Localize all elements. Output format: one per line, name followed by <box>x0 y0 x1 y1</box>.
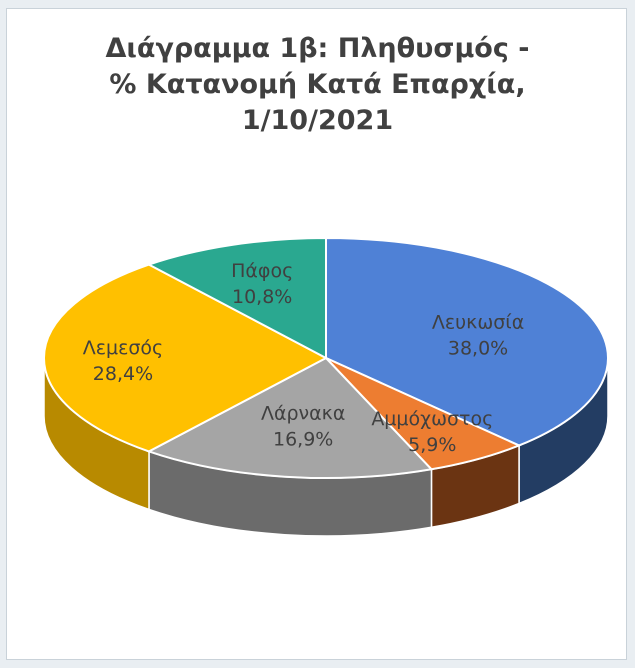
pie-labels: Λευκωσία 38,0% Αμμόχωστος 5,9% Λάρνακα 16,9% Λ… <box>83 260 525 456</box>
chart-title-line-3: 1/10/2021 <box>241 105 394 136</box>
slice-value-label-1: 5,9% <box>408 434 456 456</box>
slice-name-label-4: Πάφος <box>231 260 293 282</box>
slice-name-label-1: Αμμόχωστος <box>371 408 493 430</box>
slice-name-label-3: Λεμεσός <box>83 337 163 359</box>
slice-name-label-0: Λευκωσία <box>432 311 524 333</box>
slice-value-label-3: 28,4% <box>93 363 153 385</box>
chart-title-line-2: % Κατανομή Κατά Επαρχία, <box>109 69 526 100</box>
slice-name-label-2: Λάρνακα <box>261 402 345 424</box>
slice-value-label-4: 10,8% <box>232 286 292 308</box>
slice-value-label-0: 38,0% <box>448 337 508 359</box>
chart-title: Διάγραμμα 1β: Πληθυσμός - % Κατανομή Κατ… <box>7 31 628 139</box>
pie-slice-3[interactable] <box>42 263 329 453</box>
pie-slices <box>42 236 609 479</box>
pie-slice-4[interactable] <box>146 236 327 360</box>
pie-slice-2[interactable] <box>146 356 434 479</box>
slice-value-label-2: 16,9% <box>273 428 333 450</box>
pie-sides <box>43 357 609 537</box>
pie-slice-0[interactable] <box>325 236 609 447</box>
chart-title-line-1: Διάγραμμα 1β: Πληθυσμός - <box>105 33 530 64</box>
